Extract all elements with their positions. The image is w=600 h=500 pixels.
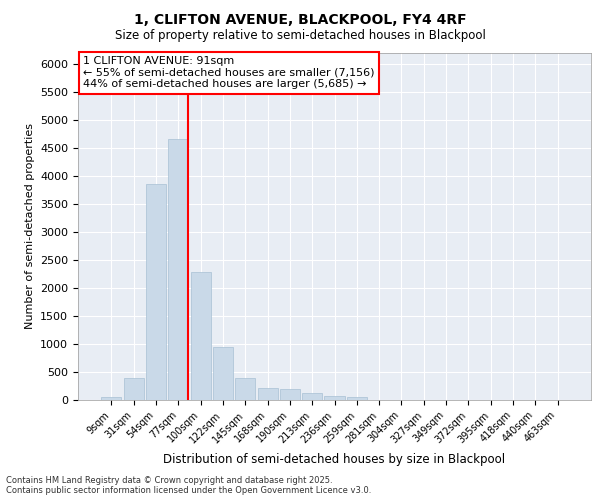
- Bar: [124, 378, 144, 400]
- Text: Contains HM Land Registry data © Crown copyright and database right 2025.
Contai: Contains HM Land Registry data © Crown c…: [6, 476, 371, 495]
- X-axis label: Distribution of semi-detached houses by size in Blackpool: Distribution of semi-detached houses by …: [163, 453, 506, 466]
- Text: 1, CLIFTON AVENUE, BLACKPOOL, FY4 4RF: 1, CLIFTON AVENUE, BLACKPOOL, FY4 4RF: [134, 12, 466, 26]
- Bar: [101, 397, 121, 400]
- Bar: [213, 347, 233, 400]
- Bar: [302, 392, 322, 400]
- Bar: [168, 140, 188, 400]
- Bar: [191, 272, 211, 400]
- Text: 1 CLIFTON AVENUE: 91sqm
← 55% of semi-detached houses are smaller (7,156)
44% of: 1 CLIFTON AVENUE: 91sqm ← 55% of semi-de…: [83, 56, 374, 89]
- Y-axis label: Number of semi-detached properties: Number of semi-detached properties: [25, 123, 35, 329]
- Bar: [280, 389, 300, 400]
- Text: Size of property relative to semi-detached houses in Blackpool: Size of property relative to semi-detach…: [115, 29, 485, 42]
- Bar: [146, 184, 166, 400]
- Bar: [257, 388, 278, 400]
- Bar: [235, 378, 255, 400]
- Bar: [347, 397, 367, 400]
- Bar: [325, 396, 344, 400]
